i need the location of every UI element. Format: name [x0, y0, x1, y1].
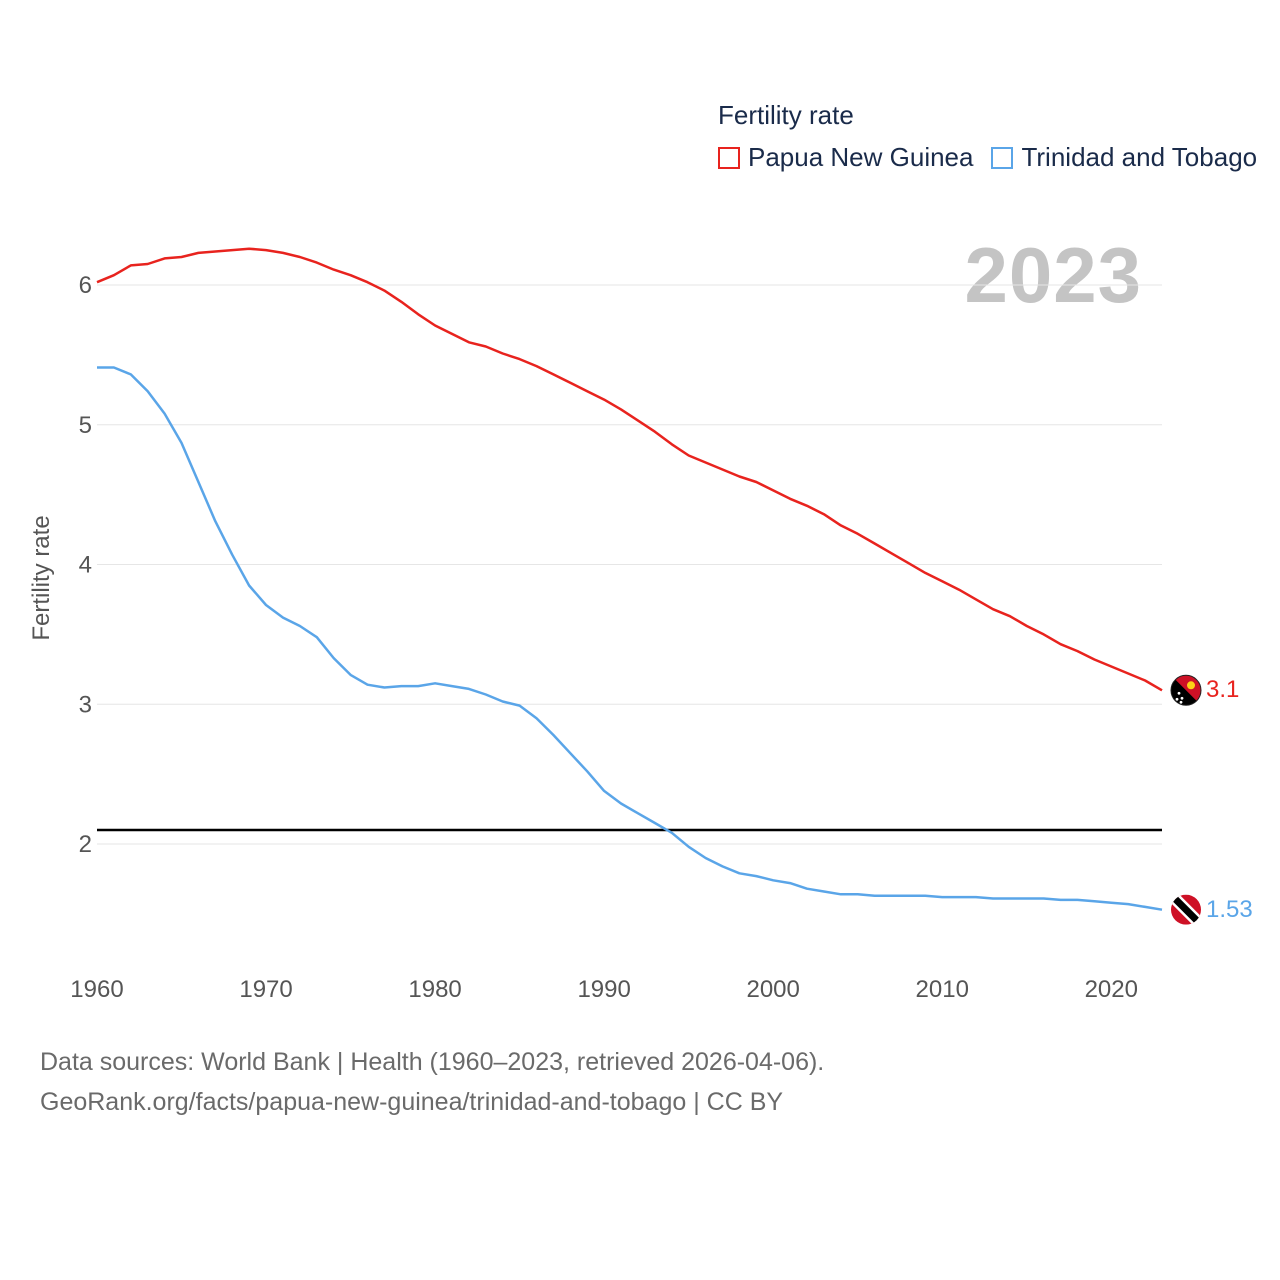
- y-tick-label-2: 2: [79, 831, 92, 858]
- legend-label-papua-new-guinea: Papua New Guinea: [748, 142, 974, 172]
- flag-trinidad-and-tobago-icon: [1171, 894, 1201, 925]
- x-tick-label-1960: 1960: [70, 976, 123, 1003]
- series-line-papua-new-guinea: [96, 247, 1163, 692]
- x-tick-label-2010: 2010: [916, 976, 969, 1003]
- y-tick-label-4: 4: [79, 552, 92, 579]
- y-tick-label-5: 5: [79, 412, 92, 439]
- y-tick-label-6: 6: [79, 272, 92, 299]
- x-tick-label-2000: 2000: [746, 976, 799, 1003]
- y-tick-label-3: 3: [79, 691, 92, 718]
- footer: Data sources: World Bank | Health (1960–…: [40, 1042, 824, 1122]
- legend-item-papua-new-guinea[interactable]: Papua New Guinea: [718, 142, 973, 173]
- x-tick-label-1990: 1990: [577, 976, 630, 1003]
- x-tick-label-1980: 1980: [408, 976, 461, 1003]
- legend-swatch-papua-new-guinea: [718, 146, 740, 169]
- legend-item-trinidad-and-tobago[interactable]: Trinidad and Tobago: [991, 142, 1257, 173]
- legend-title: Fertility rate: [718, 100, 854, 130]
- legend-label-trinidad-and-tobago: Trinidad and Tobago: [1021, 142, 1258, 172]
- end-label-trinidad-and-tobago: 1.53: [1206, 895, 1253, 923]
- flag-papua-new-guinea-icon: [1171, 675, 1201, 706]
- footer-url[interactable]: GeoRank.org/facts/papua-new-guinea/trini…: [40, 1088, 784, 1116]
- x-tick-label-1970: 1970: [239, 976, 292, 1003]
- end-label-papua-new-guinea: 3.1: [1206, 676, 1240, 704]
- footer-source: Data sources: World Bank | Health (1960–…: [40, 1048, 825, 1076]
- year-label: 2023: [964, 231, 1142, 319]
- legend: Papua New Guinea Trinidad and Tobago: [718, 142, 1275, 173]
- series-line-trinidad-and-tobago: [97, 366, 1163, 911]
- x-tick-label-2020: 2020: [1085, 976, 1138, 1003]
- legend-swatch-trinidad-and-tobago: [991, 146, 1014, 169]
